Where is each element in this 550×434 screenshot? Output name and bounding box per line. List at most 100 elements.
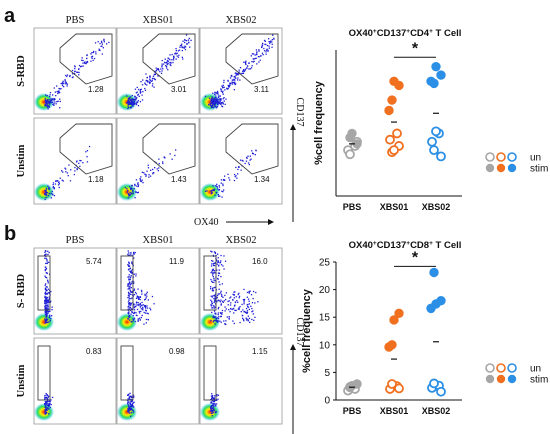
event-dot <box>78 74 80 76</box>
event-dot <box>155 67 157 69</box>
event-dot <box>46 409 48 412</box>
y-tick-label: 10 <box>319 340 331 351</box>
point-stim <box>429 267 439 278</box>
event-dot <box>133 103 135 105</box>
title-part: OX40 <box>349 28 373 39</box>
event-dot <box>161 59 163 62</box>
event-dot <box>90 60 92 62</box>
event-dot <box>234 301 237 304</box>
event-dot <box>213 272 215 274</box>
event-dot <box>147 167 150 169</box>
event-dot <box>44 401 46 403</box>
event-dot <box>237 301 239 303</box>
event-dot <box>126 95 128 97</box>
event-dot <box>218 300 220 302</box>
event-dot <box>156 168 158 170</box>
event-dot <box>127 250 129 252</box>
legend-marker-stim <box>485 163 495 173</box>
event-dot <box>141 94 143 96</box>
event-dot <box>169 62 171 64</box>
event-dot <box>222 296 224 298</box>
event-dot <box>48 301 50 303</box>
event-dot <box>48 251 50 254</box>
event-dot <box>130 254 132 256</box>
point-unstim <box>389 145 399 156</box>
event-dot <box>211 271 213 273</box>
event-dot <box>215 319 218 322</box>
event-dot <box>45 190 47 192</box>
event-dot <box>46 321 48 323</box>
event-dot <box>129 288 131 290</box>
event-dot <box>231 308 233 311</box>
event-dot <box>220 260 222 262</box>
event-dot <box>45 94 47 96</box>
event-dot <box>169 64 171 66</box>
event-dot <box>137 182 139 184</box>
event-dot <box>212 316 214 319</box>
event-dot <box>146 295 148 297</box>
legend-marker-unstim <box>507 363 517 373</box>
event-dot <box>245 160 248 162</box>
event-dot <box>241 72 244 75</box>
event-dot <box>151 80 153 82</box>
gate-percentage: 1.34 <box>254 175 270 184</box>
event-dot <box>169 59 171 61</box>
event-dot <box>127 294 130 296</box>
event-dot <box>243 303 245 305</box>
event-dot <box>127 408 129 410</box>
event-dot <box>74 65 76 67</box>
event-dot <box>53 187 55 189</box>
event-dot <box>239 159 242 161</box>
event-dot <box>97 41 99 43</box>
event-dot <box>211 190 213 192</box>
event-dot <box>145 79 148 82</box>
event-dot <box>271 39 273 41</box>
event-dot <box>53 99 55 101</box>
event-dot <box>219 301 222 303</box>
event-dot <box>46 402 48 405</box>
event-dot <box>246 65 249 67</box>
event-dot <box>140 180 142 182</box>
event-dot <box>56 85 58 87</box>
event-dot <box>253 60 255 62</box>
title-part: CD8 <box>410 240 429 251</box>
event-dot <box>224 103 226 105</box>
event-dot <box>213 264 216 267</box>
event-dot <box>138 304 140 307</box>
event-dot <box>74 71 76 73</box>
event-dot <box>217 394 220 396</box>
event-dot <box>180 45 183 47</box>
event-dot <box>234 291 236 293</box>
event-dot <box>249 155 251 157</box>
event-dot <box>52 186 54 188</box>
density-core <box>34 403 54 421</box>
event-dot <box>133 309 136 311</box>
event-dot <box>48 400 50 403</box>
event-dot <box>223 81 225 84</box>
event-dot <box>252 290 255 293</box>
event-dot <box>44 198 46 201</box>
event-dot <box>45 194 48 196</box>
event-dot <box>128 106 130 109</box>
event-dot <box>141 314 143 317</box>
event-dot <box>255 150 257 152</box>
event-dot <box>235 72 237 74</box>
event-dot <box>143 172 145 174</box>
event-dot <box>86 150 89 152</box>
event-dot <box>254 316 256 318</box>
event-dot <box>233 297 235 299</box>
event-dot <box>247 162 250 164</box>
event-dot <box>142 308 144 310</box>
event-dot <box>214 395 216 397</box>
event-dot <box>221 190 223 192</box>
event-dot <box>217 99 219 101</box>
event-dot <box>166 63 168 66</box>
event-dot <box>158 163 160 165</box>
event-dot <box>45 320 48 322</box>
event-dot <box>135 314 137 316</box>
event-dot <box>144 87 146 90</box>
event-dot <box>217 272 220 274</box>
event-dot <box>130 100 133 103</box>
event-dot <box>171 158 173 160</box>
